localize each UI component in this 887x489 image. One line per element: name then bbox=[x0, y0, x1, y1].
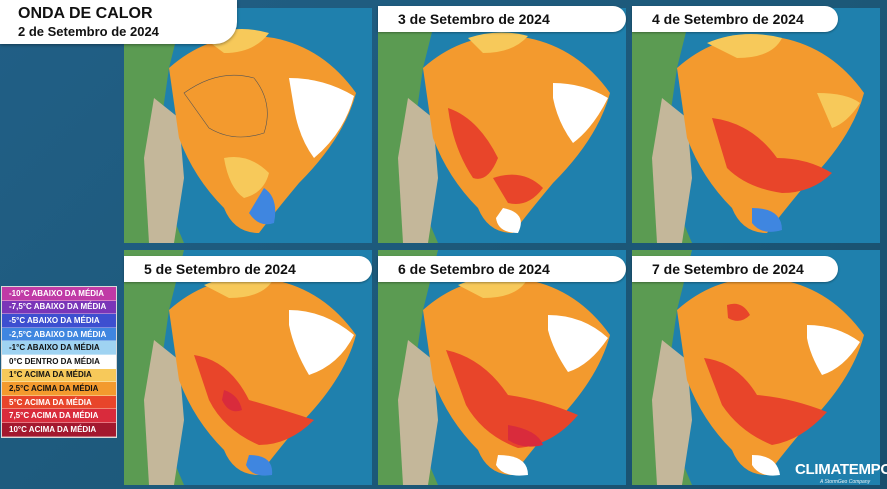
brazil-map-4 bbox=[124, 250, 372, 485]
legend-item: -10°C ABAIXO DA MÉDIA bbox=[2, 287, 116, 301]
climatempo-logo: CLIMATEMPO bbox=[795, 461, 887, 478]
brazil-map-6 bbox=[632, 250, 880, 485]
legend-item: -7,5°C ABAIXO DA MÉDIA bbox=[2, 300, 116, 315]
map-date-label-4: 5 de Setembro de 2024 bbox=[124, 256, 372, 282]
brazil-map-5 bbox=[378, 250, 626, 485]
page-title: ONDA DE CALOR bbox=[18, 5, 153, 22]
legend-item: -1°C ABAIXO DA MÉDIA bbox=[2, 341, 116, 355]
map-panel-1 bbox=[124, 8, 372, 243]
map-date-label-6: 7 de Setembro de 2024 bbox=[632, 256, 838, 282]
map-panel-2 bbox=[378, 8, 626, 243]
title-box: ONDA DE CALOR 2 de Setembro de 2024 bbox=[0, 0, 237, 44]
legend-item: 1°C ACIMA DA MÉDIA bbox=[2, 368, 116, 383]
legend-item: 5°C ACIMA DA MÉDIA bbox=[2, 395, 116, 410]
legend-item: -2,5°C ABAIXO DA MÉDIA bbox=[2, 327, 116, 342]
map-date-label-2: 3 de Setembro de 2024 bbox=[378, 6, 626, 32]
map-panel-4 bbox=[124, 250, 372, 485]
legend-item: 0°C DENTRO DA MÉDIA bbox=[2, 354, 116, 369]
temperature-anomaly-legend: -10°C ABAIXO DA MÉDIA -7,5°C ABAIXO DA M… bbox=[1, 286, 117, 438]
map-date-label-3: 4 de Setembro de 2024 bbox=[632, 6, 838, 32]
map-panel-3 bbox=[632, 8, 880, 243]
map-panel-5 bbox=[378, 250, 626, 485]
legend-item: -5°C ABAIXO DA MÉDIA bbox=[2, 314, 116, 328]
legend-item: 7,5°C ACIMA DA MÉDIA bbox=[2, 409, 116, 423]
legend-item: 10°C ACIMA DA MÉDIA bbox=[2, 422, 116, 437]
brazil-map-1 bbox=[124, 8, 372, 243]
brazil-map-3 bbox=[632, 8, 880, 243]
brazil-map-2 bbox=[378, 8, 626, 243]
map-panel-6 bbox=[632, 250, 880, 485]
page-subtitle-date: 2 de Setembro de 2024 bbox=[18, 24, 159, 39]
climatempo-tagline: A StormGeo Company bbox=[820, 479, 871, 485]
legend-item: 2,5°C ACIMA DA MÉDIA bbox=[2, 382, 116, 396]
map-date-label-5: 6 de Setembro de 2024 bbox=[378, 256, 626, 282]
